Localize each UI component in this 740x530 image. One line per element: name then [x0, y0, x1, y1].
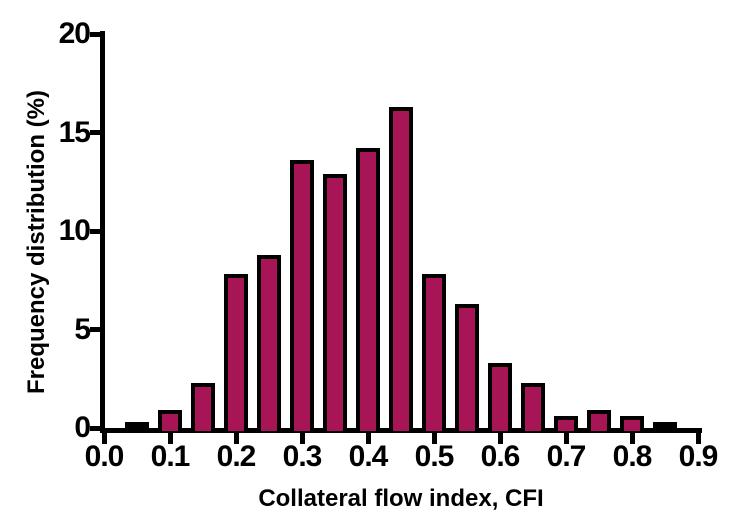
x-tick-label: 0.8 [612, 440, 653, 473]
histogram-bar [620, 416, 644, 431]
x-tick-label: 0.4 [348, 440, 389, 473]
x-tick [431, 432, 437, 444]
y-tick-label: 5 [74, 312, 91, 346]
histogram-bar [389, 107, 413, 431]
x-axis-title: Collateral flow index, CFI [258, 485, 544, 512]
x-tick-label: 0.6 [480, 440, 521, 473]
histogram-bar [521, 383, 545, 431]
histogram-bar [554, 416, 578, 431]
x-tick-label: 0.0 [84, 440, 125, 473]
x-tick-label: 0.7 [546, 440, 587, 473]
x-tick [497, 432, 503, 444]
y-tick-label: 15 [58, 115, 91, 149]
x-tick-label: 0.3 [282, 440, 323, 473]
histogram-bar [323, 174, 347, 431]
x-tick-label: 0.2 [216, 440, 257, 473]
y-tick [90, 130, 101, 135]
y-tick-label: 20 [58, 17, 91, 50]
x-tick [563, 432, 569, 444]
x-tick [365, 432, 371, 444]
histogram-bar [356, 148, 380, 431]
histogram-bar [488, 363, 512, 431]
y-tick [90, 31, 101, 37]
x-tick [299, 432, 305, 444]
x-tick [167, 432, 173, 444]
x-tick [695, 432, 701, 444]
histogram-bar [290, 160, 314, 431]
y-tick-label: 0 [74, 411, 91, 444]
x-tick-label: 0.9 [678, 440, 719, 473]
y-tick [90, 425, 101, 431]
histogram-bar [125, 422, 149, 431]
histogram-bar [653, 422, 677, 431]
x-tick-label: 0.5 [414, 440, 455, 473]
y-axis-line [100, 31, 105, 433]
y-tick [90, 327, 101, 332]
x-tick [629, 432, 635, 444]
histogram-bar [158, 410, 182, 431]
y-tick-label: 10 [58, 214, 91, 247]
histogram-bar [587, 410, 611, 431]
histogram-bar [191, 383, 215, 431]
histogram-bar [224, 274, 248, 431]
histogram-bar [422, 274, 446, 431]
x-tick-label: 0.1 [150, 440, 191, 473]
histogram-bar [455, 304, 479, 431]
histogram-bar [257, 255, 281, 431]
y-tick [90, 228, 101, 234]
x-tick [101, 432, 107, 444]
x-tick [233, 432, 239, 444]
